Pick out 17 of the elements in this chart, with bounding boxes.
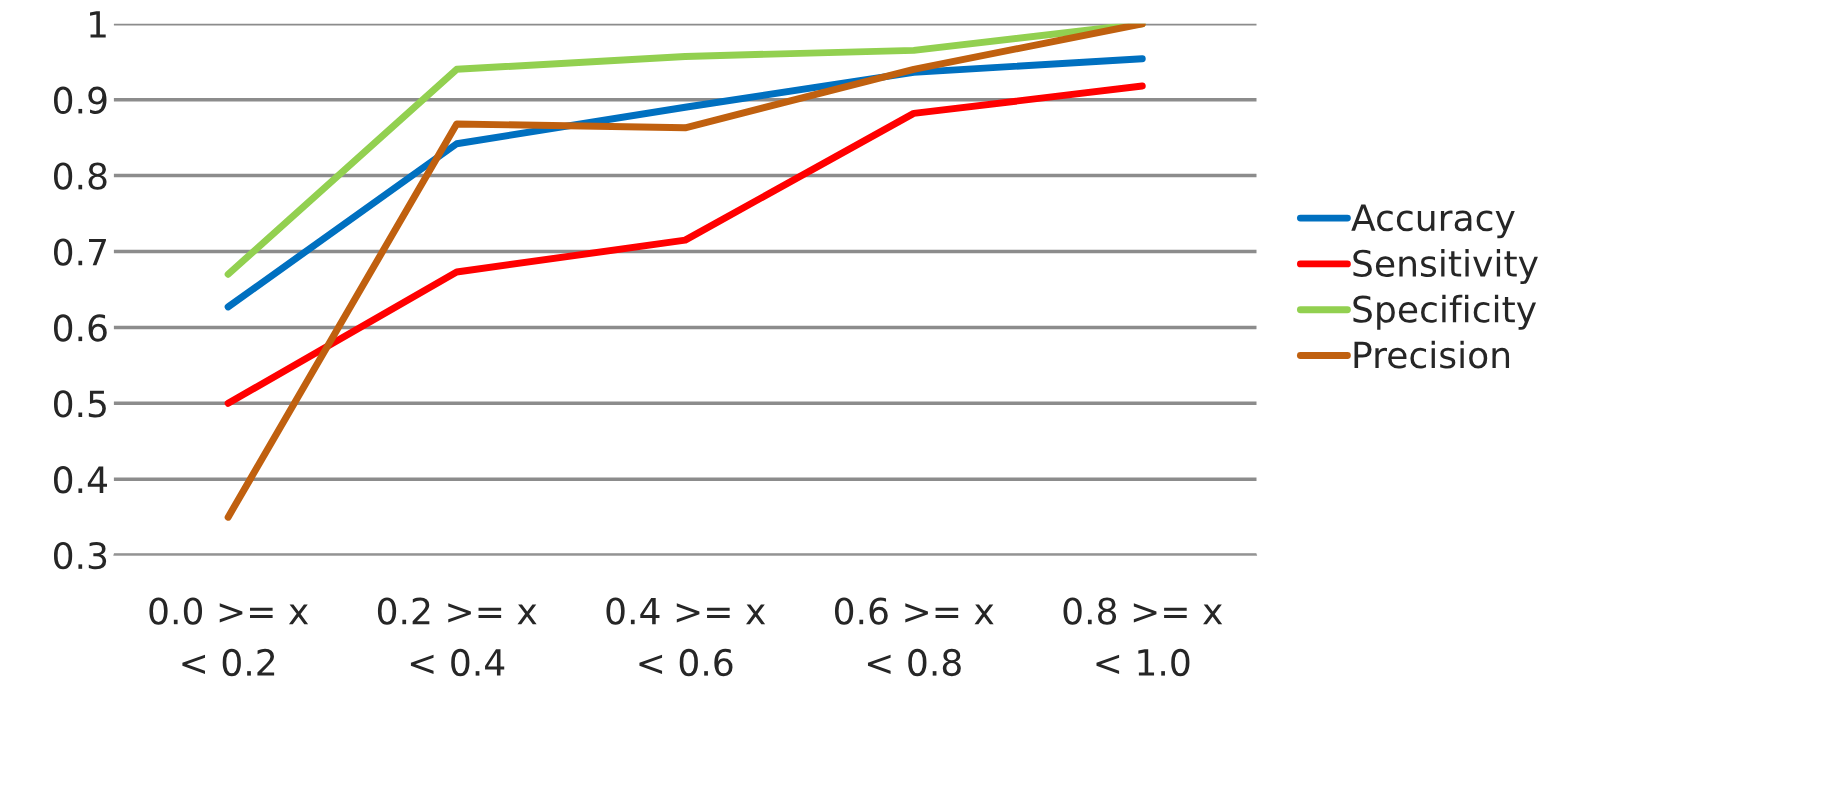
y-tick-label: 0.8	[53, 162, 107, 190]
legend-label: Precision	[1354, 340, 1510, 369]
legend-label: Sensitivity	[1353, 249, 1538, 285]
x-tick-label: 0.8 >= x < 1.0	[1063, 597, 1223, 677]
x-tick-label: 0.6 >= x < 0.8	[834, 597, 994, 677]
x-tick-label: 0.2 >= x < 0.4	[377, 597, 537, 677]
y-tick-label: 0.7	[53, 238, 106, 266]
y-tick-label: 0.4	[53, 466, 108, 494]
x-tick-label: 0.0 >= x < 0.2	[149, 597, 309, 677]
y-tick-label: 0.6	[53, 314, 107, 342]
legend-label: Accuracy	[1351, 204, 1515, 239]
y-tick-label: 0.5	[53, 390, 106, 418]
legend-label: Specificity	[1353, 294, 1537, 330]
y-tick-label: 1	[90, 11, 106, 38]
y-tick-label: 0.3	[53, 542, 107, 570]
y-tick-label: 0.9	[53, 86, 107, 114]
x-tick-label: 0.4 >= x < 0.6	[606, 597, 766, 677]
